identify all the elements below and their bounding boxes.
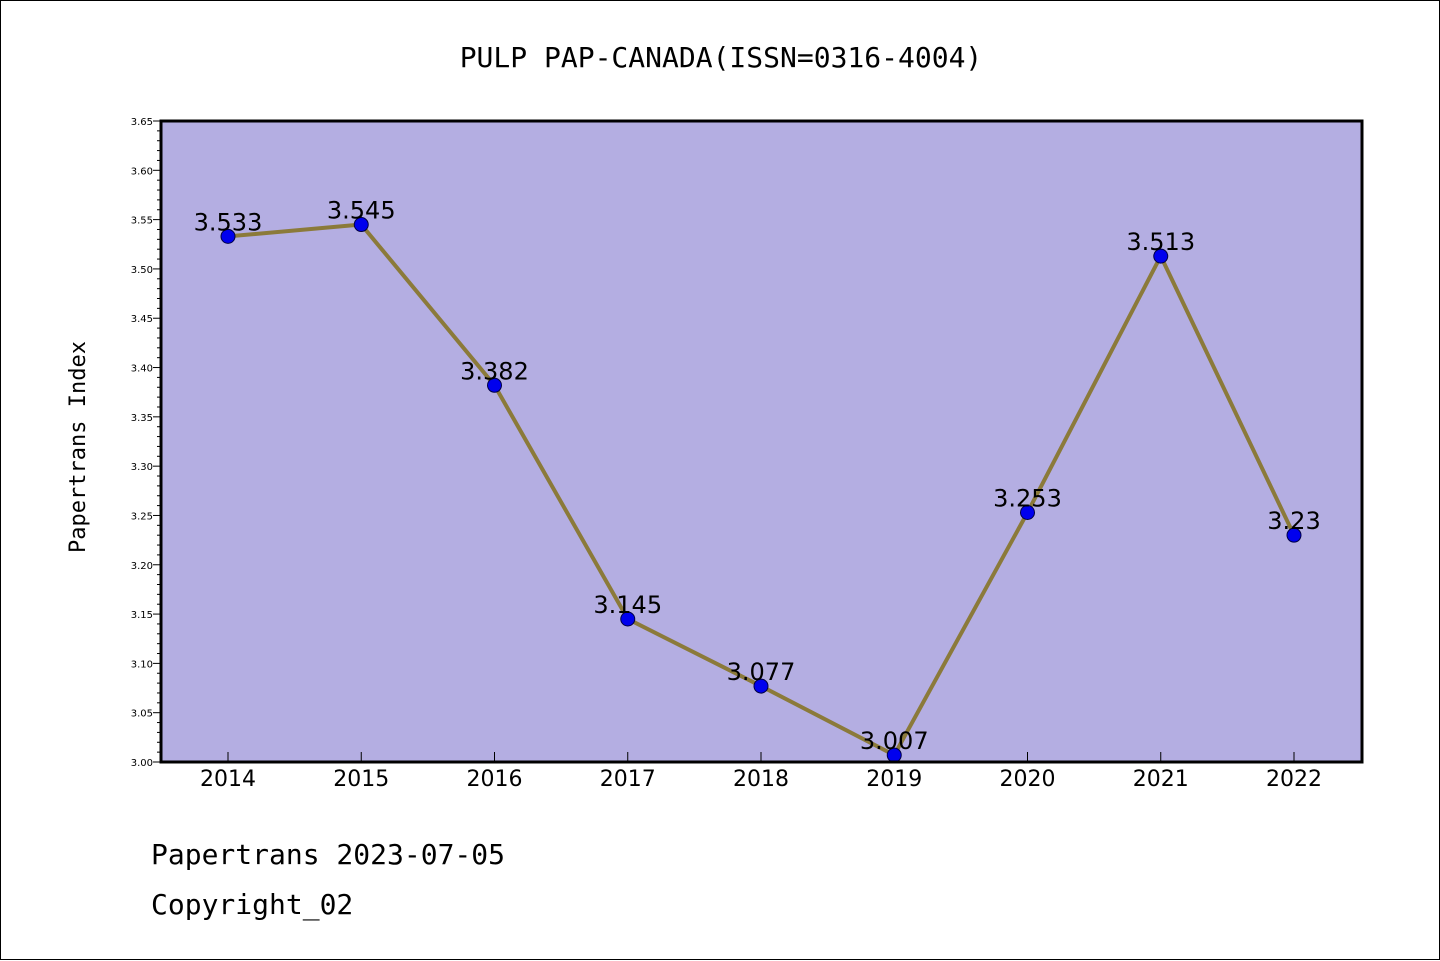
y-tick-label: 3.15 [131, 610, 153, 621]
y-tick-label: 3.45 [131, 314, 153, 325]
data-label: 3.545 [327, 197, 396, 225]
x-tick-label: 2015 [333, 767, 389, 792]
y-axis: 3.00 3.05 3.10 3.15 3.20 3.25 3.30 3.35 3.40 3.45… [131, 117, 161, 769]
x-tick-label: 2016 [467, 767, 523, 792]
data-point [353, 217, 369, 233]
x-tick-label: 2021 [1133, 767, 1189, 792]
x-tick-label: 2022 [1266, 767, 1322, 792]
data-point [1153, 248, 1169, 264]
data-label: 3.145 [593, 591, 662, 619]
y-tick-label: 3.50 [131, 265, 153, 276]
y-tick-label: 3.30 [131, 462, 153, 473]
x-tick-label: 2019 [866, 767, 922, 792]
x-tick-label: 2017 [600, 767, 656, 792]
data-label: 3.513 [1126, 228, 1195, 256]
y-tick-label: 3.40 [131, 364, 153, 375]
y-tick-label: 3.00 [131, 758, 153, 769]
plot-border [159, 119, 1364, 764]
x-axis: 2014 2015 2016 2017 2018 2019 2020 2021 2022 [200, 752, 1322, 792]
data-point [487, 377, 502, 393]
data-label: 3.533 [194, 208, 263, 236]
data-point [753, 678, 769, 694]
data-labels: 3.533 3.545 3.382 3.145 3.077 3.007 3.253 3.513… [194, 197, 1321, 756]
footer-copyright: Copyright_02 [151, 888, 353, 922]
y-tick-label: 3.65 [131, 117, 153, 128]
x-tick-label: 2014 [200, 767, 256, 792]
y-tick-label: 3.10 [131, 659, 153, 670]
data-label: 3.253 [993, 485, 1062, 513]
data-label: 3.077 [727, 658, 796, 686]
chart-title: PULP PAP-CANADA(ISSN=0316-4004) [460, 41, 983, 74]
x-tick-label: 2020 [1000, 767, 1056, 792]
y-tick-label: 3.55 [131, 216, 153, 227]
data-point [220, 228, 236, 244]
data-point [1286, 527, 1302, 543]
y-tick-label: 3.60 [131, 166, 153, 177]
series-markers [220, 217, 1302, 763]
data-label: 3.382 [460, 357, 529, 385]
data-point [620, 611, 636, 627]
data-label: 3.23 [1267, 507, 1320, 535]
y-tick-label: 3.25 [131, 511, 153, 522]
data-label: 3.007 [860, 727, 929, 755]
data-point [1020, 505, 1035, 521]
footer-date: Papertrans 2023-07-05 [151, 838, 505, 871]
y-tick-label: 3.35 [131, 413, 153, 424]
y-tick-label: 3.20 [131, 561, 153, 572]
y-tick-label: 3.05 [131, 709, 153, 720]
x-tick-label: 2018 [733, 767, 789, 792]
y-axis-label: Papertrans Index [66, 341, 91, 553]
